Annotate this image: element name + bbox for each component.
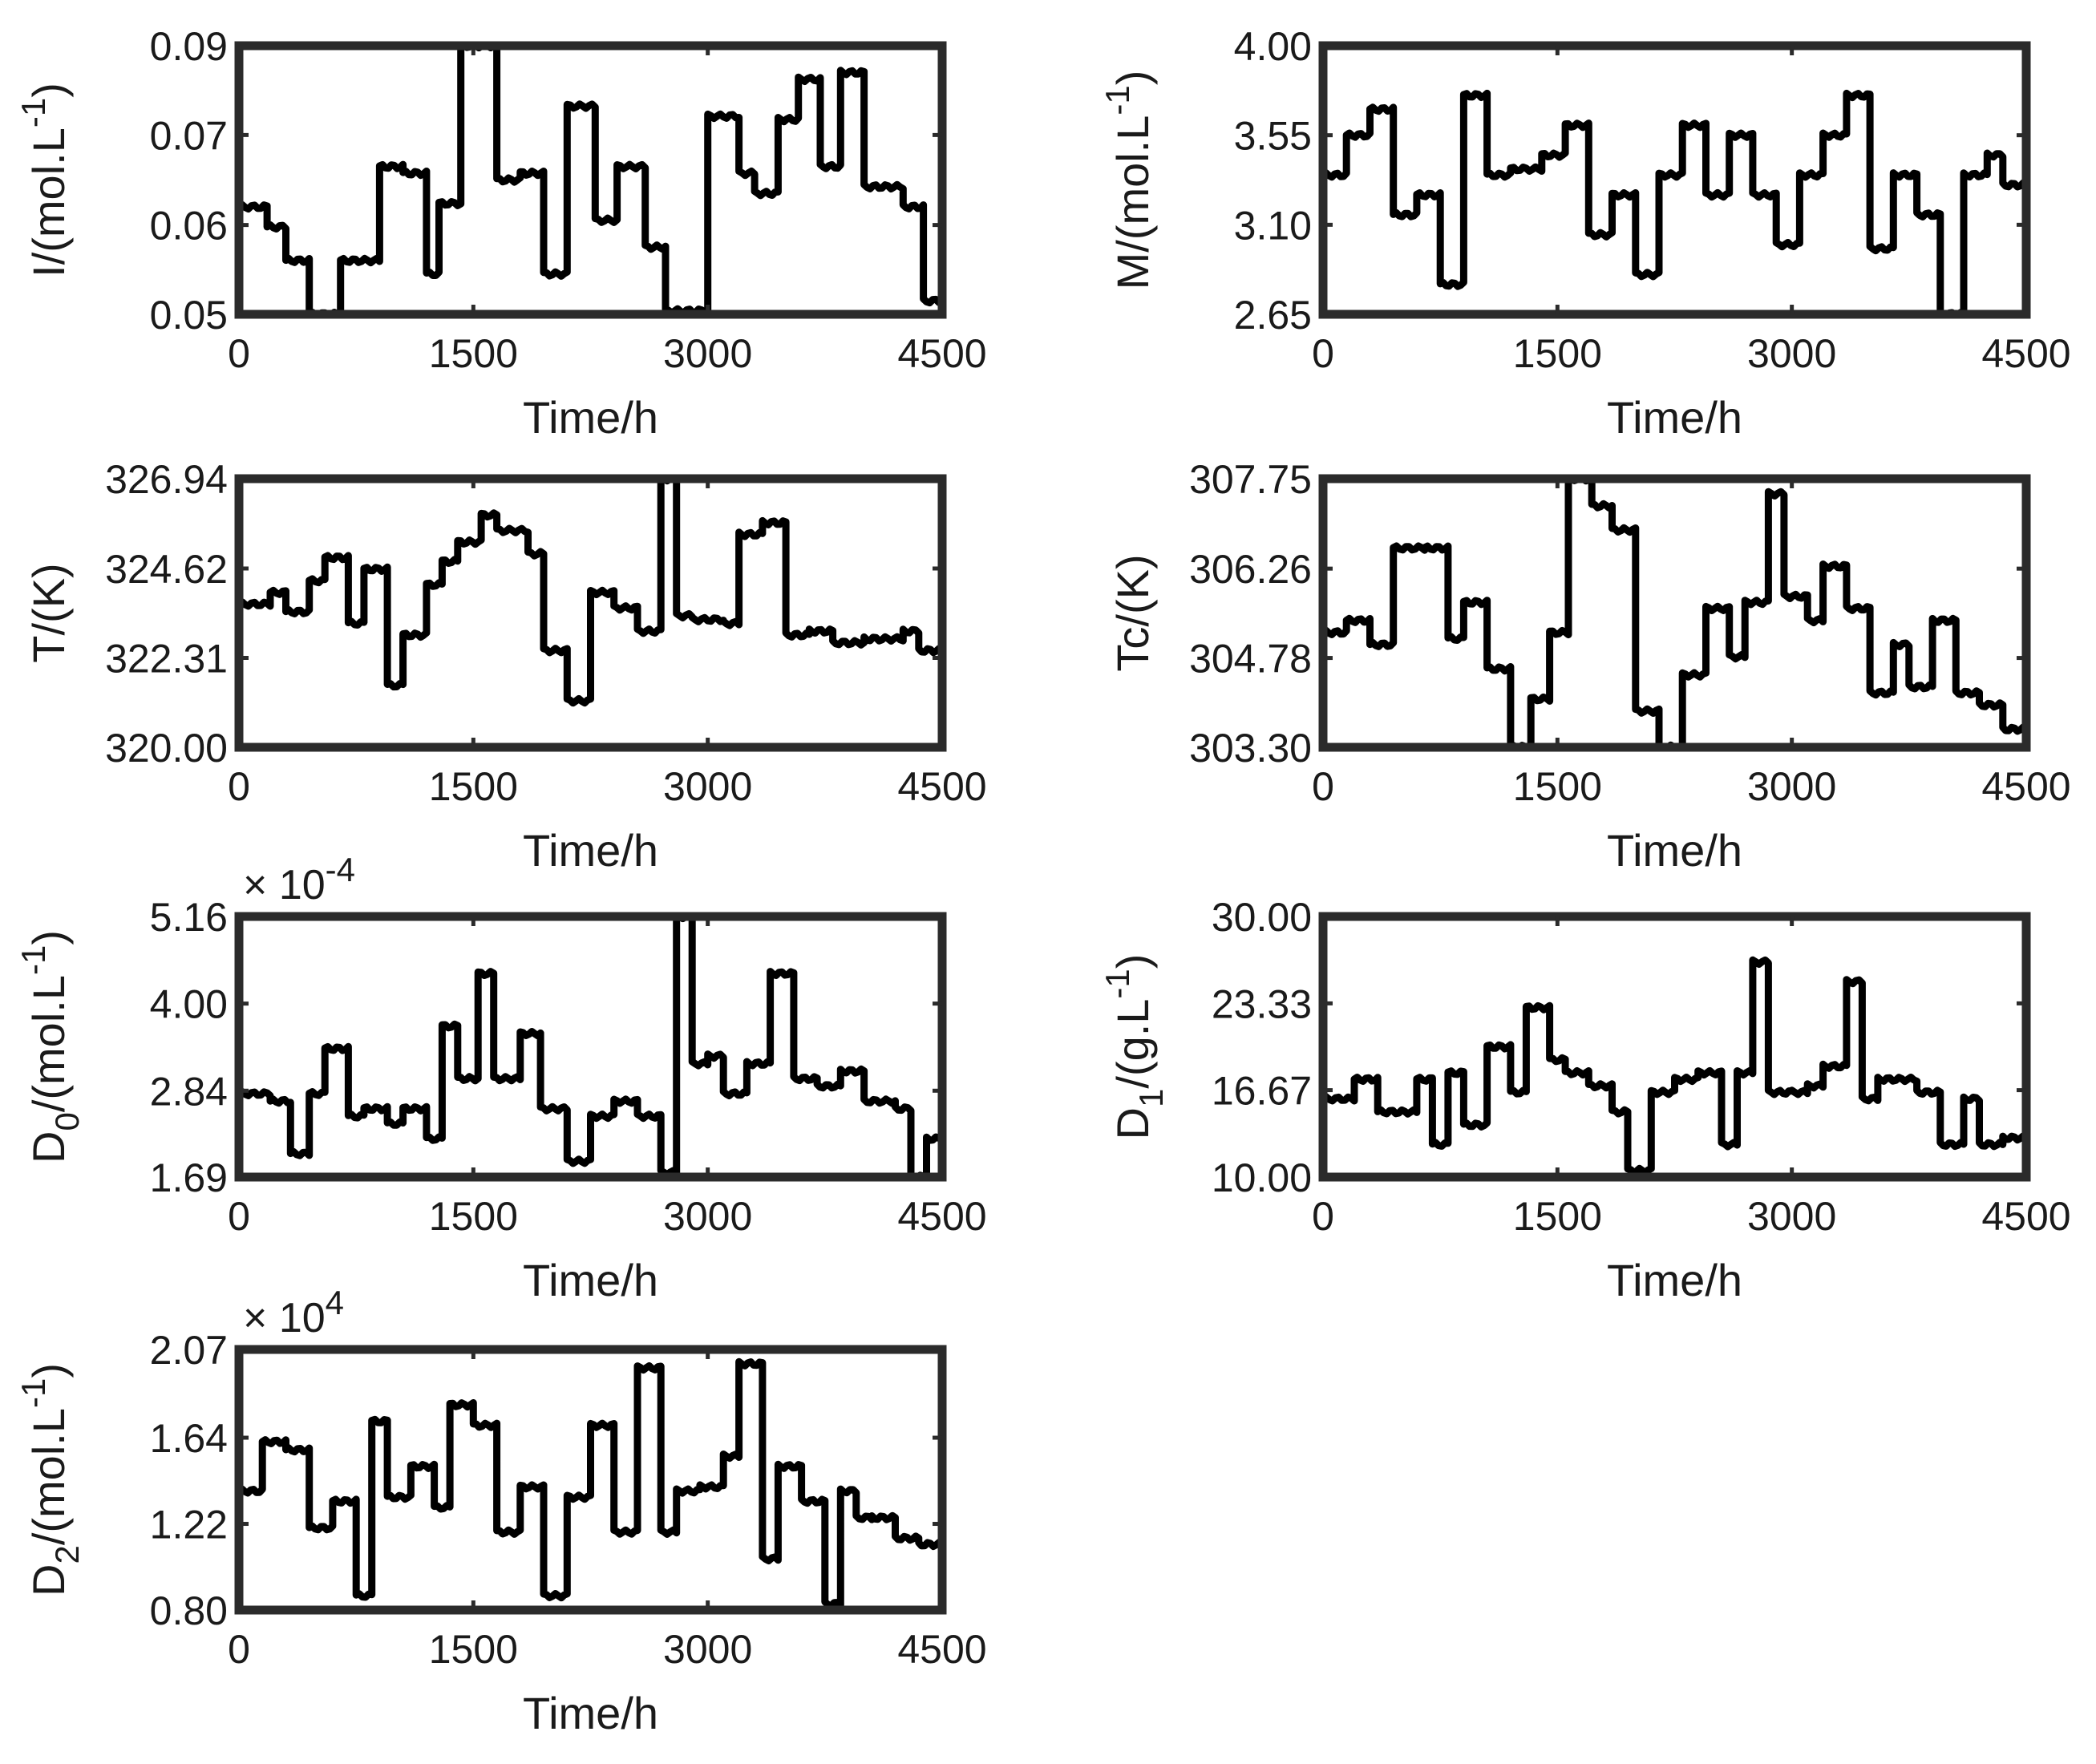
chart-6-ytick-label: 1.22	[150, 1503, 228, 1548]
chart-3-frame	[1318, 474, 2031, 752]
chart-2-ytick-label: 320.00	[105, 726, 228, 771]
chart-5-ytick-label: 16.67	[1212, 1069, 1312, 1114]
chart-5-ytick-label: 30.00	[1212, 895, 1312, 940]
chart-0-xtick-label: 1500	[429, 331, 518, 376]
chart-4-ytick-label: 5.16	[150, 895, 228, 940]
chart-5-ytick-label: 23.33	[1212, 981, 1312, 1026]
chart-6-ytick-label: 0.80	[150, 1588, 228, 1633]
chart-4-exponent: × 10-4	[243, 851, 355, 908]
chart-3-xtick-label: 3000	[1747, 764, 1836, 809]
chart-3-xtick-label: 4500	[1981, 764, 2070, 809]
chart-5-ytick-label: 10.00	[1212, 1155, 1312, 1200]
chart-2-T: 0 1500 3000 4500 320.00 322.31 324.62 326.94 Tim…	[23, 457, 987, 876]
chart-6-xtick-label: 0	[228, 1627, 250, 1672]
chart-2-xtick-label: 0	[228, 764, 250, 809]
chart-3-xtick-label: 1500	[1513, 764, 1602, 809]
chart-3-ytick-label: 306.26	[1189, 547, 1312, 592]
chart-1-xlabel: Time/h	[1607, 392, 1742, 443]
chart-5-xtick-label: 3000	[1747, 1194, 1836, 1239]
chart-4-xlabel: Time/h	[523, 1255, 658, 1305]
chart-0-ytick-label: 0.06	[150, 204, 228, 249]
chart-6-ytick-label: 2.07	[150, 1328, 228, 1373]
chart-2-ytick-label: 326.94	[105, 457, 228, 502]
chart-3-Tc: 0 1500 3000 4500 303.30 304.78 306.26 307.75 Tim…	[1107, 457, 2071, 876]
chart-3-xlabel: Time/h	[1607, 825, 1742, 876]
chart-1-ylabel: M/(mol.L-1)	[1099, 71, 1158, 290]
chart-6-xtick-label: 1500	[429, 1627, 518, 1672]
chart-2-xtick-label: 1500	[429, 764, 518, 809]
chart-6-ytick-label: 1.64	[150, 1416, 228, 1461]
chart-5-series-line	[1319, 956, 2030, 1176]
chart-5-ylabel: D1/(g.L-1)	[1099, 954, 1170, 1140]
chart-1-series-line	[1319, 89, 2030, 318]
chart-0-xtick-label: 0	[228, 331, 250, 376]
chart-0-I: 0 1500 3000 4500 0.05 0.06 0.07 0.09 Time/h I/(mo…	[14, 24, 987, 443]
chart-2-xlabel: Time/h	[523, 825, 658, 876]
chart-4-ytick-label: 1.69	[150, 1155, 228, 1200]
chart-0-ylabel: I/(mol.L-1)	[14, 83, 74, 277]
chart-2-ytick-label: 322.31	[105, 636, 228, 681]
chart-4-ytick-label: 2.84	[150, 1069, 228, 1114]
chart-2-series-line	[235, 475, 946, 707]
chart-0-ytick-label: 0.07	[150, 113, 228, 158]
chart-4-xtick-label: 1500	[429, 1194, 518, 1239]
chart-3-ytick-label: 304.78	[1189, 637, 1312, 682]
chart-0-xlabel: Time/h	[523, 392, 658, 443]
chart-6-series-line	[235, 1357, 946, 1610]
chart-5-xtick-label: 4500	[1981, 1194, 2070, 1239]
chart-6-xlabel: Time/h	[523, 1688, 658, 1738]
chart-5-xtick-label: 1500	[1513, 1194, 1602, 1239]
chart-4-D0: 0 1500 3000 4500 1.69 2.84 4.00 5.16 Time/h D0/(m…	[14, 851, 987, 1305]
chart-1-ytick-label: 3.10	[1234, 203, 1312, 248]
chart-3-xtick-label: 0	[1312, 764, 1334, 809]
chart-0-xtick-label: 4500	[897, 331, 986, 376]
chart-5-xtick-label: 0	[1312, 1194, 1334, 1239]
chart-5-xlabel: Time/h	[1607, 1255, 1742, 1305]
chart-0-xtick-label: 3000	[663, 331, 752, 376]
chart-3-series-line	[1319, 475, 2030, 751]
chart-5-frame	[1318, 912, 2031, 1182]
chart-1-xtick-label: 3000	[1747, 331, 1836, 376]
chart-6-xtick-label: 3000	[663, 1627, 752, 1672]
chart-3-ylabel: Tc/(K)	[1107, 554, 1158, 671]
chart-4-xtick-label: 0	[228, 1194, 250, 1239]
chart-0-ytick-label: 0.09	[150, 24, 228, 69]
chart-5-D1: 0 1500 3000 4500 10.00 16.67 23.33 30.00 Time/h D…	[1099, 895, 2071, 1305]
chart-4-series-line	[235, 912, 946, 1181]
chart-6-ylabel: D2/(mol.L-1)	[14, 1363, 86, 1596]
chart-2-ytick-label: 324.62	[105, 547, 228, 592]
chart-6-D2: 0 1500 3000 4500 0.80 1.22 1.64 2.07 Time/h D2/(m…	[14, 1284, 987, 1738]
chart-2-ylabel: T/(K)	[23, 563, 74, 662]
chart-1-ytick-label: 3.55	[1234, 114, 1312, 159]
chart-4-ytick-label: 4.00	[150, 982, 228, 1027]
chart-1-M: 0 1500 3000 4500 2.65 3.10 3.55 4.00 Time/h M/(mo…	[1099, 24, 2071, 443]
chart-4-frame	[234, 912, 947, 1182]
chart-6-exponent: × 104	[243, 1284, 344, 1341]
chart-6-xtick-label: 4500	[897, 1627, 986, 1672]
chart-2-frame	[234, 474, 947, 752]
chart-3-ytick-label: 303.30	[1189, 726, 1312, 771]
chart-1-xtick-label: 1500	[1513, 331, 1602, 376]
chart-1-xtick-label: 0	[1312, 331, 1334, 376]
chart-4-xtick-label: 4500	[897, 1194, 986, 1239]
chart-2-xtick-label: 4500	[897, 764, 986, 809]
chart-4-ylabel: D0/(mol.L-1)	[14, 930, 86, 1163]
chart-1-xtick-label: 4500	[1981, 331, 2070, 376]
chart-4-xtick-label: 3000	[663, 1194, 752, 1239]
chart-6-frame	[234, 1345, 947, 1615]
chart-0-series-line	[235, 42, 946, 318]
chart-0-ytick-label: 0.05	[150, 293, 228, 338]
chart-1-ytick-label: 4.00	[1234, 24, 1312, 69]
chart-2-xtick-label: 3000	[663, 764, 752, 809]
chart-0-frame	[234, 41, 947, 319]
chart-1-ytick-label: 2.65	[1234, 293, 1312, 338]
chart-1-frame	[1318, 41, 2031, 319]
chart-3-ytick-label: 307.75	[1189, 457, 1312, 502]
